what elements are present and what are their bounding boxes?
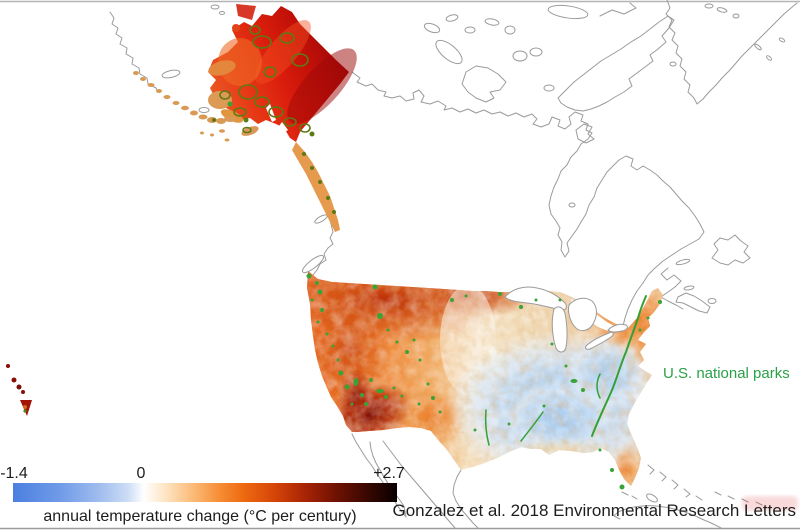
lake-huron [568,297,597,332]
alaska-panhandle [292,142,340,232]
attribution-text: Gonzalez et al. 2018 Environmental Resea… [392,501,796,520]
texas-trail [484,409,490,446]
alaska-region [208,4,357,232]
colorbar-label-min: -1.4 [0,465,28,482]
hawaii-islands [6,364,32,416]
lake-ontario [607,323,628,333]
colorbar-caption: annual temperature change (°C per centur… [43,508,356,525]
park-markers [306,273,662,490]
arctic-islands-coastline [423,2,675,144]
lake-erie [585,331,614,350]
colorbar-bar [13,483,397,502]
blue-ridge-parkway [596,373,601,399]
colorbar: -1.4 0 +2.7 annual temperature change (°… [0,465,405,525]
canada-coastline [351,71,751,327]
seward-peninsula [208,60,236,76]
yk-delta [208,91,232,109]
greenland-coastline [665,0,798,105]
alaska-park-outlines [212,25,336,214]
colorbar-label-max: +2.7 [373,465,405,482]
parks-label: U.S. national parks [663,365,790,382]
red-watermark-smudge [742,496,798,511]
lake-michigan [551,306,568,353]
mexico-coastline [351,433,479,529]
chukotka-data-patch [236,4,256,20]
natchez-trace [520,411,544,442]
colorbar-label-zero: 0 [137,465,146,482]
appalachian-trail [484,295,647,446]
russia-coastline [109,4,225,113]
